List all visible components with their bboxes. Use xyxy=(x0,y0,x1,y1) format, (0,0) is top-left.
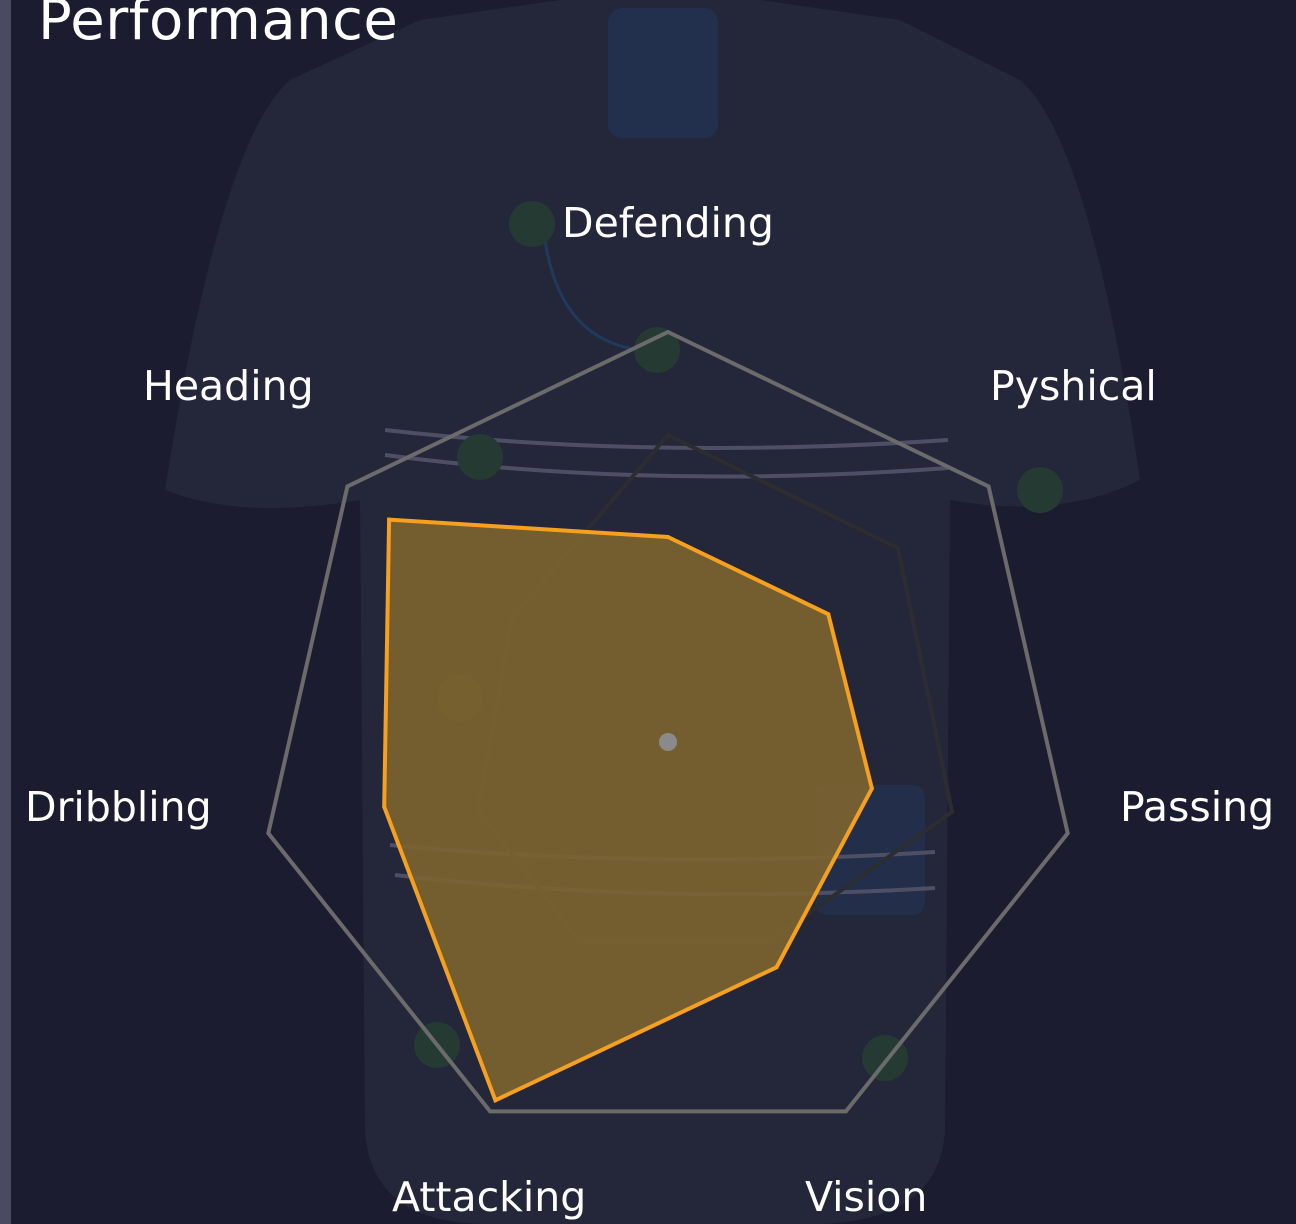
axis-label-dribbling: Dribbling xyxy=(25,783,212,831)
marker-dot xyxy=(634,327,680,373)
panel-title: Performance xyxy=(38,0,399,53)
axis-label-pyshical: Pyshical xyxy=(990,362,1157,410)
badge-shape xyxy=(608,8,718,138)
radar-point-pyshical xyxy=(826,612,831,617)
axis-label-vision: Vision xyxy=(805,1173,928,1221)
radar-point-heading xyxy=(387,517,392,522)
radar-point-dribbling xyxy=(382,804,387,809)
marker-dot xyxy=(457,434,503,480)
radar-point-defending xyxy=(666,535,670,539)
radar-center-dot xyxy=(659,733,677,751)
left-rail xyxy=(0,0,11,1224)
marker-dot xyxy=(1017,467,1063,513)
radar-point-passing xyxy=(869,786,874,791)
axis-label-passing: Passing xyxy=(1120,783,1275,831)
radar-point-vision xyxy=(774,965,779,970)
axis-label-heading: Heading xyxy=(143,362,314,410)
marker-dot xyxy=(509,201,555,247)
axis-label-attacking: Attacking xyxy=(392,1173,587,1221)
radar-grid-outer xyxy=(266,329,1070,1114)
axis-label-defending: Defending xyxy=(562,199,774,247)
connector-line xyxy=(543,239,641,352)
radar-point-attacking xyxy=(493,1098,498,1103)
radar-series-area xyxy=(382,517,875,1104)
